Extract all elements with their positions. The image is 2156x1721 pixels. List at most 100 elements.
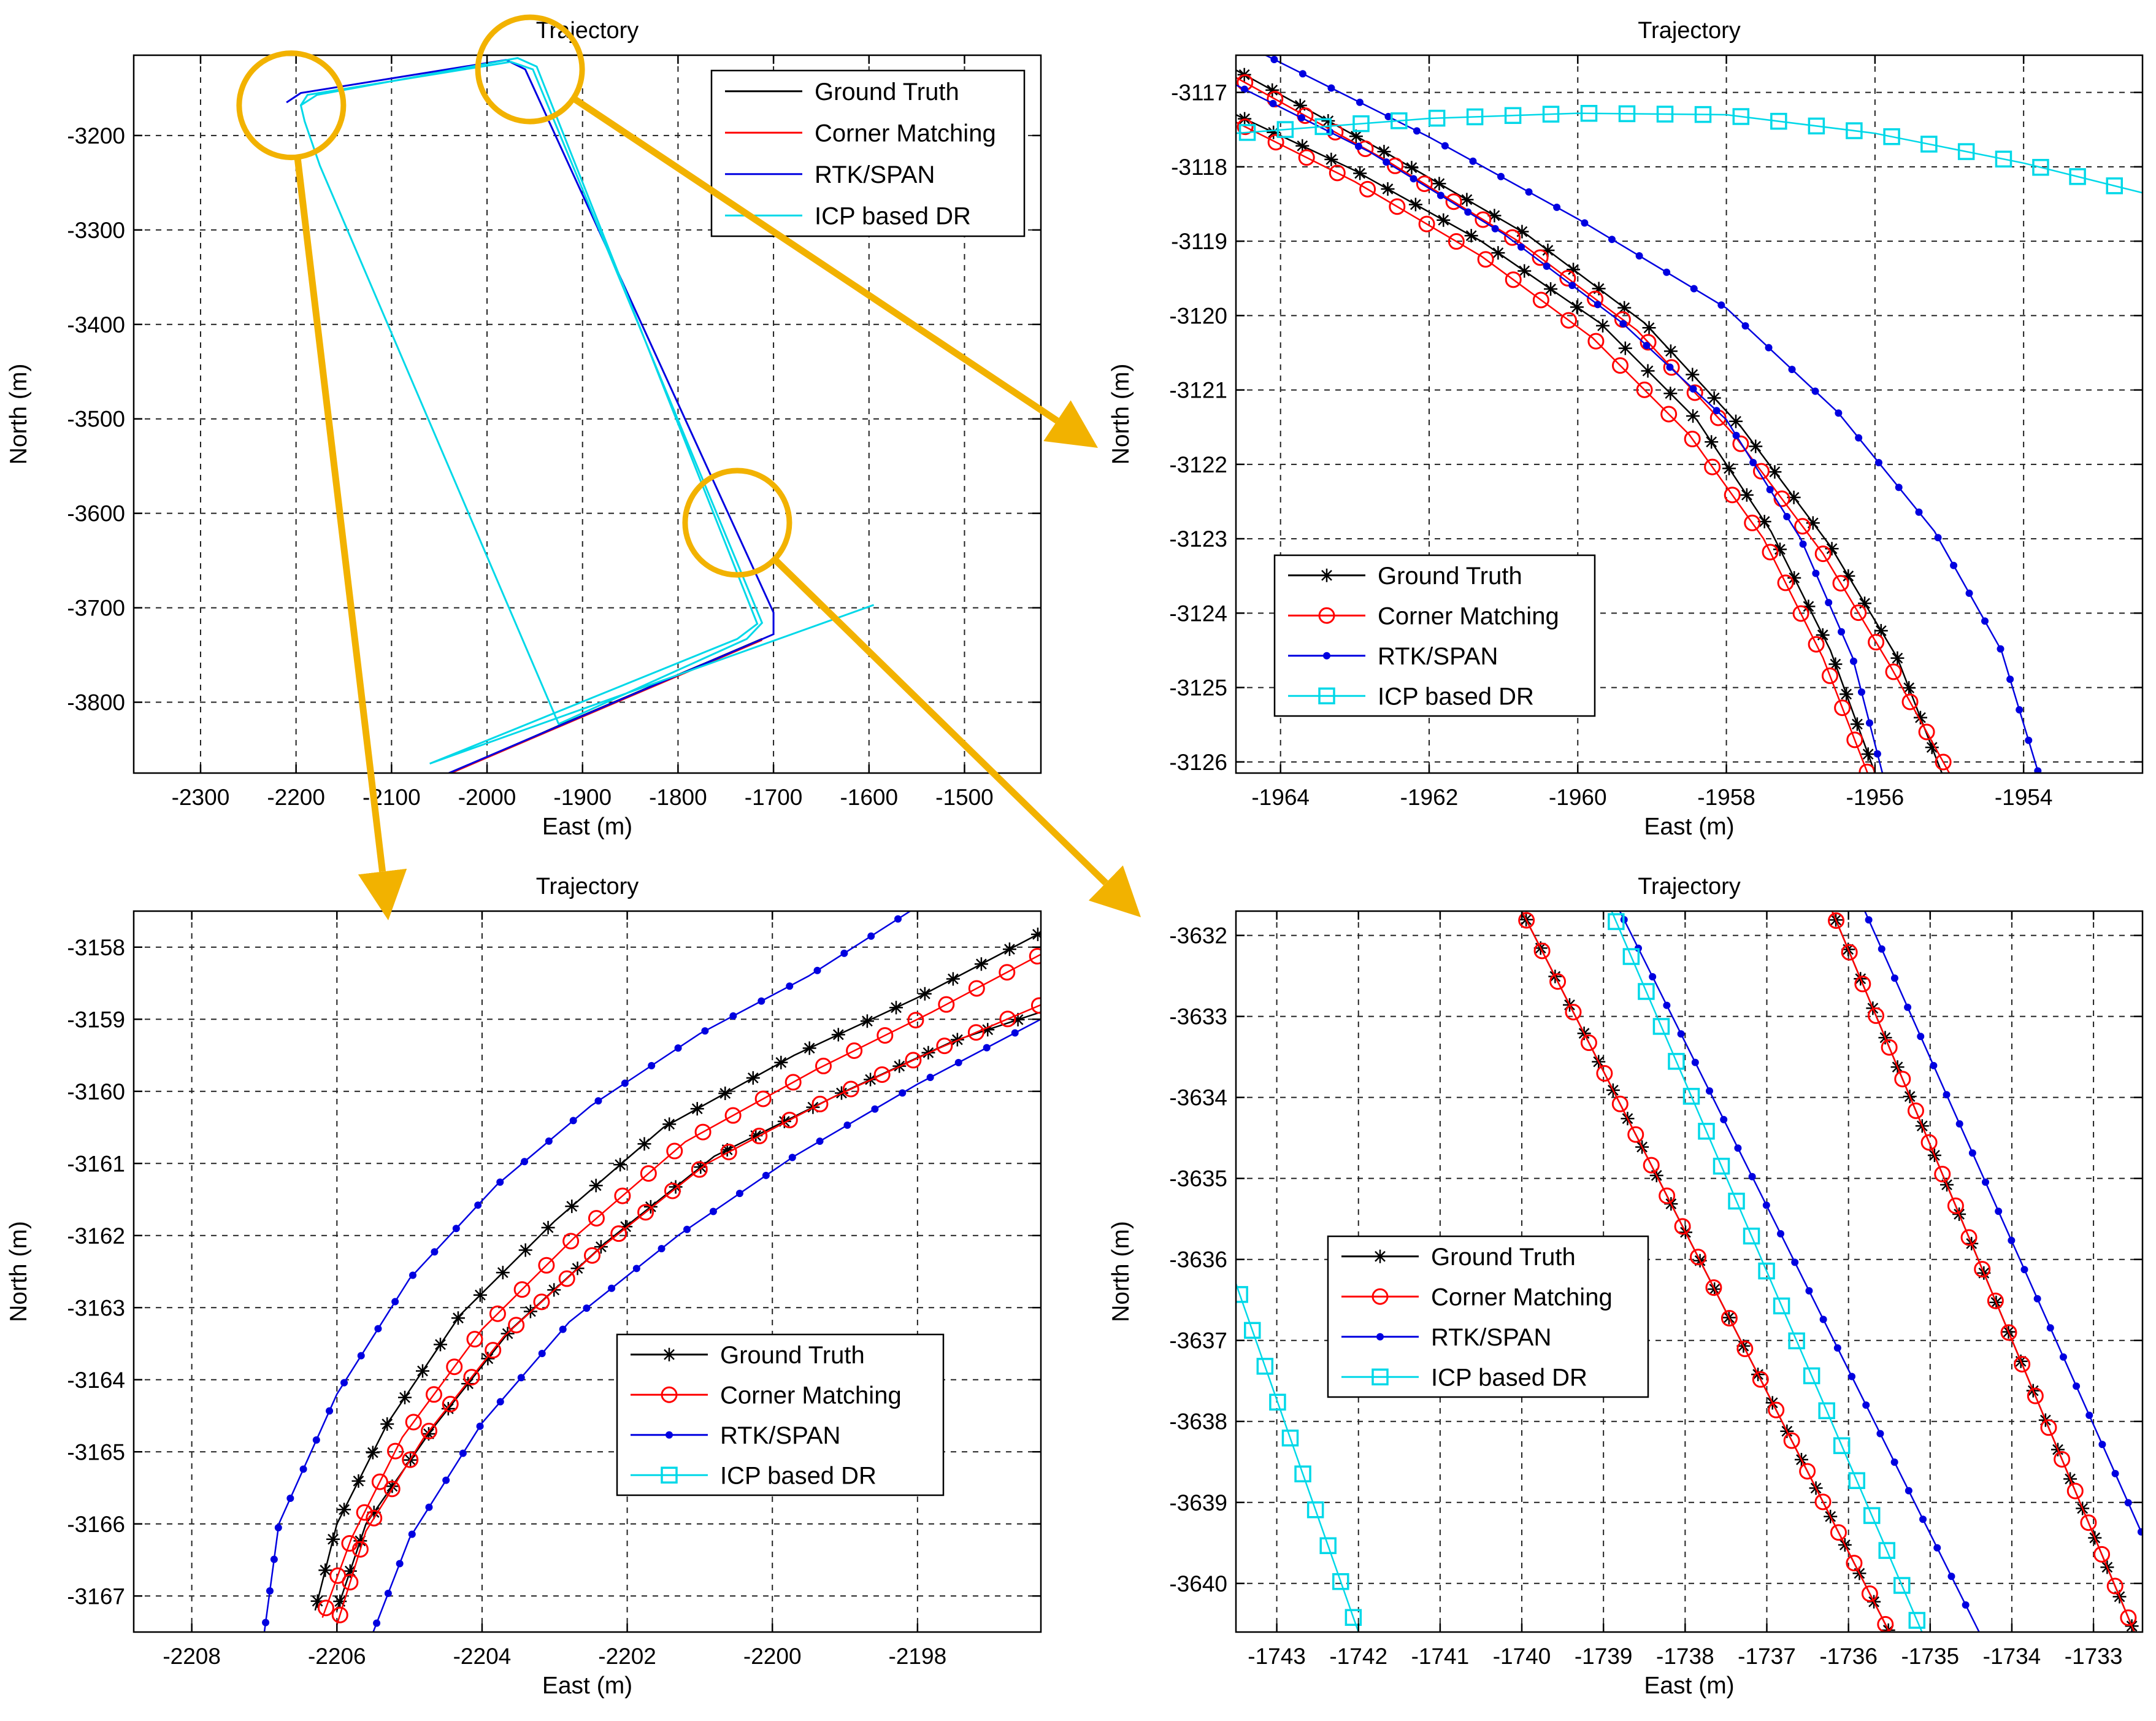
marker-ground-truth <box>718 1087 732 1101</box>
marker-rtk-span <box>1720 1115 1728 1123</box>
marker-icp-based-dr <box>1622 948 1640 965</box>
marker-icp-based-dr <box>1236 1286 1248 1303</box>
marker-corner-matching <box>1686 384 1703 401</box>
marker-icp-based-dr <box>1276 121 1294 138</box>
y-tick-label: -3120 <box>1169 303 1227 328</box>
marker-icp-based-dr <box>1995 150 2012 168</box>
marker-corner-matching <box>1783 1432 1800 1449</box>
marker-corner-matching <box>1907 1102 1924 1119</box>
marker-ground-truth <box>1740 488 1754 502</box>
marker-corner-matching <box>1744 514 1761 531</box>
marker-rtk-span <box>1663 1001 1671 1009</box>
legend: Ground Truth Corner Matching RTK/SPAN ICP b… <box>1273 554 1596 717</box>
y-tick-label: -3163 <box>67 1295 125 1320</box>
marker-rtk-span <box>1568 282 1576 290</box>
marker-ground-truth <box>637 1137 651 1151</box>
marker-ground-truth <box>1925 741 1939 755</box>
marker-ground-truth <box>1293 98 1307 112</box>
marker-rtk-span <box>1876 1430 1884 1438</box>
chart-title: Trajectory <box>1638 18 1741 44</box>
y-tick-label: -3700 <box>67 596 125 621</box>
series-line-icp-based-dr <box>299 57 875 765</box>
marker-ground-truth <box>380 1417 394 1431</box>
marker-rtk-span <box>1819 1315 1827 1323</box>
series-line-corner-matching <box>1831 911 2135 1632</box>
series-line-rtk-span <box>263 911 911 1632</box>
marker-corner-matching <box>1920 1134 1938 1151</box>
marker-ground-truth <box>777 1114 791 1128</box>
marker-icp-based-dr <box>1846 122 1863 139</box>
legend-marker-ground-truth <box>1373 1249 1387 1263</box>
x-tick-label: -2200 <box>743 1644 802 1669</box>
marker-rtk-span <box>1849 657 1857 665</box>
x-tick-label: -1742 <box>1329 1644 1387 1669</box>
y-tick-label: -3635 <box>1169 1166 1227 1192</box>
marker-icp-based-dr <box>1908 1612 1926 1629</box>
marker-rtk-span <box>1011 1029 1019 1037</box>
series-line-rtk-span <box>286 59 775 773</box>
marker-rtk-span <box>1732 431 1740 439</box>
marker-rtk-span <box>1413 127 1421 135</box>
marker-corner-matching <box>1752 1371 1769 1388</box>
marker-rtk-span <box>1873 750 1881 758</box>
marker-ground-truth <box>1801 599 1816 614</box>
marker-rtk-span <box>299 1465 307 1473</box>
marker-ground-truth <box>1902 681 1916 695</box>
legend-label-corner-matching: Corner Matching <box>720 1382 902 1409</box>
marker-icp-based-dr <box>1758 1262 1775 1280</box>
marker-corner-matching <box>2080 1514 2097 1531</box>
marker-corner-matching <box>1549 973 1567 990</box>
y-tick-label: -3800 <box>67 690 125 715</box>
y-tick-label: -3161 <box>67 1151 125 1176</box>
legend-marker-rtk-span <box>666 1431 673 1439</box>
marker-rtk-span <box>2111 1469 2119 1477</box>
marker-rtk-span <box>2073 1382 2081 1390</box>
marker-ground-truth <box>1464 229 1478 243</box>
marker-corner-matching <box>2120 1609 2137 1627</box>
marker-ground-truth <box>1861 747 1875 761</box>
marker-rtk-span <box>1327 84 1335 92</box>
marker-icp-based-dr <box>1580 105 1598 122</box>
series-group <box>262 911 1041 1632</box>
marker-corner-matching <box>1861 1585 1878 1602</box>
marker-ground-truth <box>889 1001 903 1015</box>
marker-rtk-span <box>1691 1058 1699 1066</box>
marker-rtk-span <box>1553 203 1561 211</box>
marker-ground-truth <box>1705 435 1719 449</box>
marker-corner-matching <box>1448 233 1465 250</box>
marker-ground-truth <box>1381 182 1395 196</box>
marker-corner-matching <box>1868 634 1885 651</box>
marker-rtk-span <box>1838 628 1846 636</box>
marker-corner-matching <box>1659 1187 1676 1204</box>
legend-marker-icp-based-dr <box>1371 1368 1389 1385</box>
marker-icp-based-dr <box>1713 1157 1730 1175</box>
marker-rtk-span <box>926 1074 934 1082</box>
marker-corner-matching <box>383 1480 401 1498</box>
marker-rtk-span <box>396 1560 404 1568</box>
marker-corner-matching <box>356 1504 373 1521</box>
marker-rtk-span <box>983 1044 991 1052</box>
marker-rtk-span <box>1995 1207 2003 1215</box>
y-tick-label: -3200 <box>67 123 125 148</box>
series-line-corner-matching <box>1521 911 1890 1632</box>
marker-rtk-span <box>1857 688 1865 696</box>
axes-box <box>132 54 1042 774</box>
marker-corner-matching <box>1445 193 1462 210</box>
marker-corner-matching <box>842 1080 859 1098</box>
marker-rtk-span <box>408 1530 416 1538</box>
marker-rtk-span <box>1917 1033 1925 1041</box>
marker-icp-based-dr <box>1294 1465 1311 1483</box>
marker-ground-truth <box>541 1220 555 1234</box>
marker-ground-truth <box>398 1390 412 1404</box>
marker-corner-matching <box>1854 976 1871 993</box>
marker-corner-matching <box>1387 157 1404 174</box>
marker-corner-matching <box>2066 1482 2084 1500</box>
x-tick-label: -2208 <box>163 1644 221 1669</box>
marker-ground-truth <box>1913 710 1927 725</box>
series-markers-rtk-span <box>1270 55 2042 773</box>
marker-rtk-span <box>1643 342 1651 350</box>
series-markers-rtk-span <box>373 1029 1019 1627</box>
y-tick-label: -3158 <box>67 935 125 960</box>
marker-ground-truth <box>1353 166 1367 180</box>
marker-rtk-span <box>312 1436 320 1444</box>
